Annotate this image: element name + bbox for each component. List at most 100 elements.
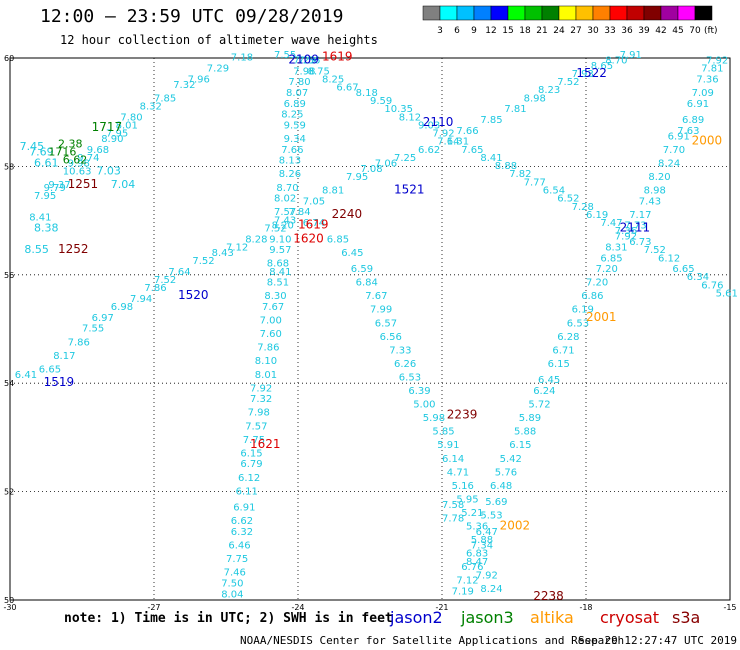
swh-value: 5.76 <box>495 467 517 478</box>
swh-value: 6.41 <box>15 370 37 381</box>
swh-value: 7.99 <box>370 305 392 316</box>
swh-value: 7.64 <box>168 267 190 278</box>
swh-value: 7.52 <box>192 256 214 267</box>
swh-value: 9.98 <box>68 158 90 169</box>
swh-value: 9.10 <box>269 234 291 245</box>
track-pass-label: 2001 <box>586 310 617 324</box>
swh-value: 8.43 <box>212 248 234 259</box>
swh-value: 9.79 <box>44 183 66 194</box>
cluster-value: 7.69 <box>29 146 54 159</box>
swh-value: 5.42 <box>500 454 522 465</box>
track-pass-label: 2240 <box>332 207 363 221</box>
cluster-value: 2.38 <box>58 137 83 150</box>
colorbar-tick-label: 6 <box>454 26 460 36</box>
swh-value: 6.89 <box>682 115 704 126</box>
swh-value: 7.12 <box>226 242 248 253</box>
swh-value: 6.65 <box>39 364 61 375</box>
swh-value: 7.50 <box>221 578 243 589</box>
swh-value: 6.67 <box>336 83 358 94</box>
swh-value: 7.66 <box>281 145 303 156</box>
swh-value: 6.91 <box>687 99 709 110</box>
swh-value: 6.12 <box>658 253 680 264</box>
swh-value: 7.93 <box>572 69 594 80</box>
swh-value: 7.00 <box>260 316 282 327</box>
swh-value: 9.03 <box>418 120 440 131</box>
track-pass-label: 1621 <box>250 437 281 451</box>
swh-value: 8.47 <box>466 557 488 568</box>
cluster-value: 7.03 <box>96 165 121 178</box>
cluster-value: 7.04 <box>111 178 136 191</box>
swh-value: 7.47 <box>600 218 622 229</box>
swh-value: 8.70 <box>276 183 298 194</box>
colorbar-tick-label: 30 <box>587 26 599 36</box>
swh-value: 7.09 <box>692 88 714 99</box>
track-pass-label: 1717 <box>92 120 123 134</box>
swh-value: 7.66 <box>456 126 478 137</box>
swh-value: 8.23 <box>538 85 560 96</box>
swh-value: 7.55 <box>274 50 296 61</box>
swh-value: 7.32 <box>173 80 195 91</box>
swh-value: 6.71 <box>552 345 574 356</box>
swh-value: 7.56 <box>298 55 320 66</box>
swh-value: 8.13 <box>279 156 301 167</box>
swh-value: 7.14 <box>437 137 459 148</box>
swh-value: 8.20 <box>272 221 294 232</box>
swh-value: 7.46 <box>224 568 246 579</box>
swh-value: 8.41 <box>29 213 51 224</box>
swh-value: 7.67 <box>262 302 284 313</box>
colorbar-tick-label: 36 <box>621 26 633 36</box>
swh-value: 9.74 <box>77 153 99 164</box>
swh-value: 8.98 <box>524 93 546 104</box>
swh-value: 8.01 <box>255 370 277 381</box>
chart-subtitle: 12 hour collection of altimeter wave hei… <box>60 33 378 47</box>
colorbar-tick-label: 27 <box>570 26 581 36</box>
swh-value: 7.28 <box>572 202 594 213</box>
swh-value: 7.55 <box>82 324 104 335</box>
track-pass-label: 1252 <box>58 242 89 256</box>
colorbar-tick-label: 42 <box>655 26 666 36</box>
swh-value: 5.36 <box>466 522 488 533</box>
swh-value: 7.60 <box>260 329 282 340</box>
colorbar-tick-label: 12 <box>485 26 496 36</box>
cluster-value: 7.45 <box>20 140 44 153</box>
swh-value: 7.05 <box>303 196 325 207</box>
swh-value: 8.26 <box>279 169 301 180</box>
colorbar-unit-label: (ft) <box>704 26 718 36</box>
colorbar-tick-label: 24 <box>553 26 565 36</box>
swh-value: 6.45 <box>538 375 560 386</box>
swh-value: 6.56 <box>380 332 402 343</box>
swh-value: 7.95 <box>34 191 56 202</box>
track-2239: 7.58 7.78 <box>442 500 464 525</box>
legend-s3a: s3a <box>672 608 701 627</box>
swh-value: 8.81 <box>322 186 344 197</box>
swh-value: 6.15 <box>240 448 262 459</box>
swh-value: 6.11 <box>236 486 258 497</box>
swh-value: 7.98 <box>293 66 315 77</box>
track-1620: 8.418.51 8.307.67 7.00 7.60 7.86 8.10 8.01 7.92… <box>236 267 292 498</box>
swh-value: 6.65 <box>672 264 694 275</box>
swh-value: 7.92 <box>706 55 728 66</box>
track-pass-label: 2002 <box>500 519 531 533</box>
swh-value: 7.06 <box>375 158 397 169</box>
colorbar-tick-label: 39 <box>638 26 650 36</box>
track-1619: 7.567.987.808.076.898.259.59 9.347.668.13… <box>267 55 320 269</box>
swh-value: 7.32 <box>250 394 272 405</box>
swh-value: 7.36 <box>696 74 718 85</box>
swh-value: 7.95 <box>346 172 368 183</box>
longitude-label: -24 <box>291 603 304 612</box>
swh-value: 5.00 <box>413 400 435 411</box>
longitude-label: -21 <box>435 603 448 612</box>
swh-value: 5.95 <box>456 494 478 505</box>
credit-line: NOAA/NESDIS Center for Satellite Applica… <box>240 634 625 647</box>
latitude-label: 60 <box>4 54 14 63</box>
colorbar-tick-label: 15 <box>502 26 513 36</box>
swh-value: 9.57 <box>269 245 291 256</box>
swh-value: 7.43 <box>274 215 296 226</box>
legend-altika: altika <box>530 608 574 627</box>
swh-value: 5.85 <box>432 427 454 438</box>
swh-value: 8.02 <box>274 194 296 205</box>
swh-value: 6.52 <box>557 194 579 205</box>
swh-value: 7.81 <box>504 104 526 115</box>
track-pass-label: 2111 <box>620 220 651 234</box>
swh-value: 5.98 <box>423 413 445 424</box>
